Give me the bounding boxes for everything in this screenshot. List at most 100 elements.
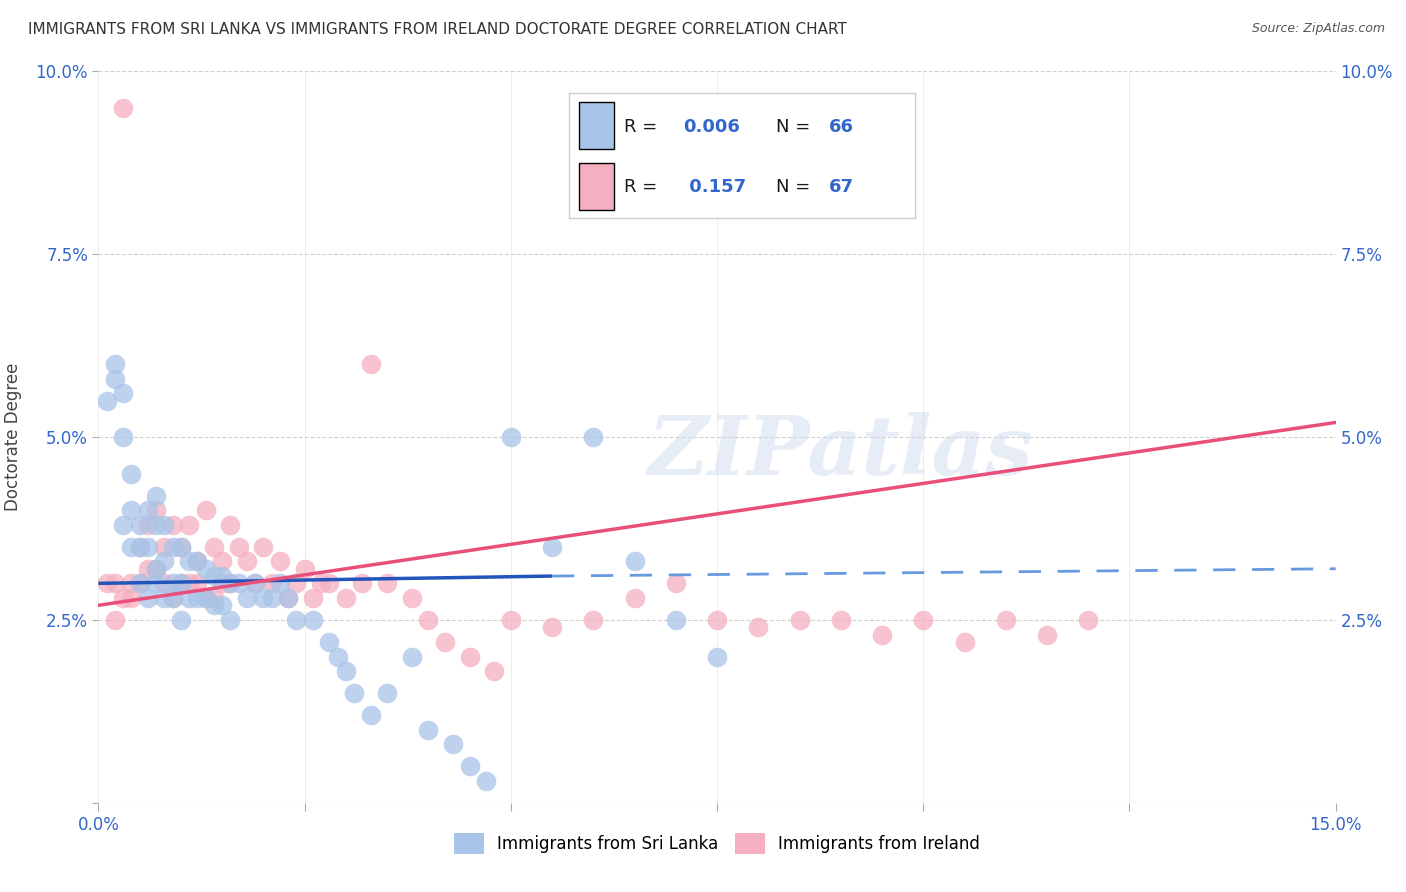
Point [194, 562, 217, 576]
Point [211, 554, 233, 568]
Point [912, 613, 935, 627]
Point [665, 613, 688, 627]
Point [401, 591, 423, 605]
Point [170, 540, 193, 554]
Point [219, 613, 242, 627]
Point [194, 591, 217, 605]
Point [360, 357, 382, 371]
Point [136, 562, 159, 576]
Point [202, 540, 225, 554]
Point [211, 599, 233, 613]
Text: ZIPatlas: ZIPatlas [648, 412, 1033, 491]
Point [830, 613, 852, 627]
Point [294, 562, 316, 576]
Point [665, 576, 688, 591]
Point [179, 576, 201, 591]
Point [194, 591, 217, 605]
Point [145, 576, 167, 591]
Point [302, 613, 325, 627]
Point [582, 613, 605, 627]
Point [260, 591, 283, 605]
Point [343, 686, 366, 700]
Point [162, 576, 184, 591]
Point [458, 759, 481, 773]
Point [335, 591, 357, 605]
Point [870, 627, 893, 641]
Y-axis label: Doctorate Degree: Doctorate Degree [4, 363, 21, 511]
Point [252, 540, 274, 554]
Point [318, 635, 340, 649]
Point [789, 613, 811, 627]
Point [228, 576, 250, 591]
Point [120, 467, 142, 481]
Point [136, 591, 159, 605]
Point [623, 554, 645, 568]
Point [211, 569, 233, 583]
Point [104, 371, 127, 385]
Point [309, 576, 332, 591]
Point [219, 517, 242, 532]
Point [219, 576, 242, 591]
Point [162, 591, 184, 605]
Point [128, 540, 150, 554]
Point [128, 540, 150, 554]
Point [541, 620, 564, 634]
Point [186, 591, 208, 605]
Point [179, 591, 201, 605]
Point [318, 576, 340, 591]
Point [145, 562, 167, 576]
Point [96, 393, 118, 408]
Point [170, 576, 193, 591]
Point [120, 591, 142, 605]
Point [352, 576, 374, 591]
Point [145, 489, 167, 503]
Point [112, 591, 135, 605]
Point [179, 554, 201, 568]
Point [186, 554, 208, 568]
Point [128, 576, 150, 591]
Point [243, 576, 266, 591]
Point [706, 649, 728, 664]
Point [104, 357, 127, 371]
Point [326, 649, 349, 664]
Point [302, 591, 325, 605]
Point [360, 708, 382, 723]
Text: Source: ZipAtlas.com: Source: ZipAtlas.com [1251, 22, 1385, 36]
Point [120, 540, 142, 554]
Point [211, 576, 233, 591]
Point [136, 517, 159, 532]
Point [747, 620, 769, 634]
Point [136, 503, 159, 517]
Point [170, 613, 193, 627]
Point [153, 517, 176, 532]
Point [228, 540, 250, 554]
Point [170, 540, 193, 554]
Point [375, 686, 398, 700]
Point [994, 613, 1017, 627]
Point [269, 576, 291, 591]
Point [179, 517, 201, 532]
Point [162, 540, 184, 554]
Point [418, 613, 440, 627]
Point [153, 540, 176, 554]
Point [285, 576, 308, 591]
Point [243, 576, 266, 591]
Point [104, 576, 127, 591]
Point [458, 649, 481, 664]
Point [401, 649, 423, 664]
Point [285, 613, 308, 627]
Point [499, 613, 522, 627]
Point [582, 430, 605, 444]
Point [202, 591, 225, 605]
Point [120, 503, 142, 517]
Point [136, 540, 159, 554]
Point [484, 664, 506, 678]
Point [219, 576, 242, 591]
Point [335, 664, 357, 678]
Point [1077, 613, 1099, 627]
Legend: Immigrants from Sri Lanka, Immigrants from Ireland: Immigrants from Sri Lanka, Immigrants fr… [447, 827, 987, 860]
Point [433, 635, 456, 649]
Point [162, 517, 184, 532]
Point [277, 591, 299, 605]
Point [186, 576, 208, 591]
